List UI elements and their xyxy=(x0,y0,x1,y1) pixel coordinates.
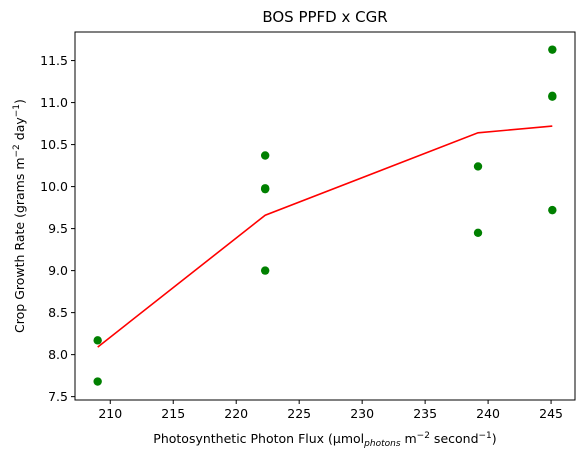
scatter-point xyxy=(473,228,483,238)
x-tick-label: 230 xyxy=(350,406,374,421)
y-axis-label-unit: day xyxy=(12,117,27,145)
scatter-point xyxy=(93,377,102,386)
scatter-point xyxy=(260,184,270,193)
scatter-point xyxy=(548,45,557,54)
x-axis-label-suffix: ) xyxy=(492,431,497,446)
y-tick-label: 8.5 xyxy=(48,305,68,320)
y-tick-label: 10.0 xyxy=(40,179,68,194)
x-tick-label: 240 xyxy=(476,406,500,421)
x-tick-label: 210 xyxy=(98,406,122,421)
x-tick-label: 245 xyxy=(539,406,563,421)
x-axis-label-unit-2: second xyxy=(430,431,479,446)
scatter-point xyxy=(473,162,483,171)
plot-border xyxy=(74,31,576,401)
x-tick-label: 225 xyxy=(287,406,311,421)
y-tick-label: 8.0 xyxy=(48,347,68,362)
x-axis-label-prefix: Photosynthetic Photon Flux (µmol xyxy=(153,431,364,446)
scatter-point xyxy=(260,266,270,275)
y-axis-label-suffix: ) xyxy=(12,99,27,104)
x-axis: 210 215 220 225 230 235 240 245 xyxy=(98,400,563,421)
y-tick-label: 7.5 xyxy=(48,389,68,404)
x-axis-label-unit: m xyxy=(401,431,417,446)
y-tick-label: 11.5 xyxy=(40,53,68,68)
y-axis-label-exponent-1: −2 xyxy=(12,144,22,157)
scatter-point xyxy=(260,151,270,160)
y-tick-label: 9.5 xyxy=(48,221,68,236)
scatter-point xyxy=(93,336,102,345)
y-tick-label: 10.5 xyxy=(40,137,68,152)
y-tick-label: 9.0 xyxy=(48,263,68,278)
x-tick-label: 215 xyxy=(161,406,185,421)
x-tick-label: 235 xyxy=(413,406,437,421)
scatter-point xyxy=(548,92,557,101)
chart-title: BOS PPFD x CGR xyxy=(262,8,387,26)
plot-area xyxy=(75,32,575,400)
y-axis-label-prefix: Crop Growth Rate (grams m xyxy=(12,157,27,332)
y-axis-label: Crop Growth Rate (grams m−2 day−1) xyxy=(12,99,27,333)
y-axis-label-exponent-2: −1 xyxy=(12,104,22,117)
x-axis-label-exponent-2: −1 xyxy=(479,431,492,441)
x-tick-label: 220 xyxy=(224,406,248,421)
scatter-point xyxy=(548,205,557,215)
fit-line xyxy=(97,125,553,348)
x-axis-label-exponent-1: −2 xyxy=(417,431,430,441)
x-axis-label: Photosynthetic Photon Flux (µmolphotons … xyxy=(153,431,496,449)
x-axis-label-subscript: photons xyxy=(363,439,401,449)
y-tick-label: 11.0 xyxy=(40,95,68,110)
y-axis: 7.5 8.0 8.5 9.0 9.5 10.0 10.5 11.0 11.5 xyxy=(40,53,75,404)
series-layer xyxy=(93,45,557,386)
